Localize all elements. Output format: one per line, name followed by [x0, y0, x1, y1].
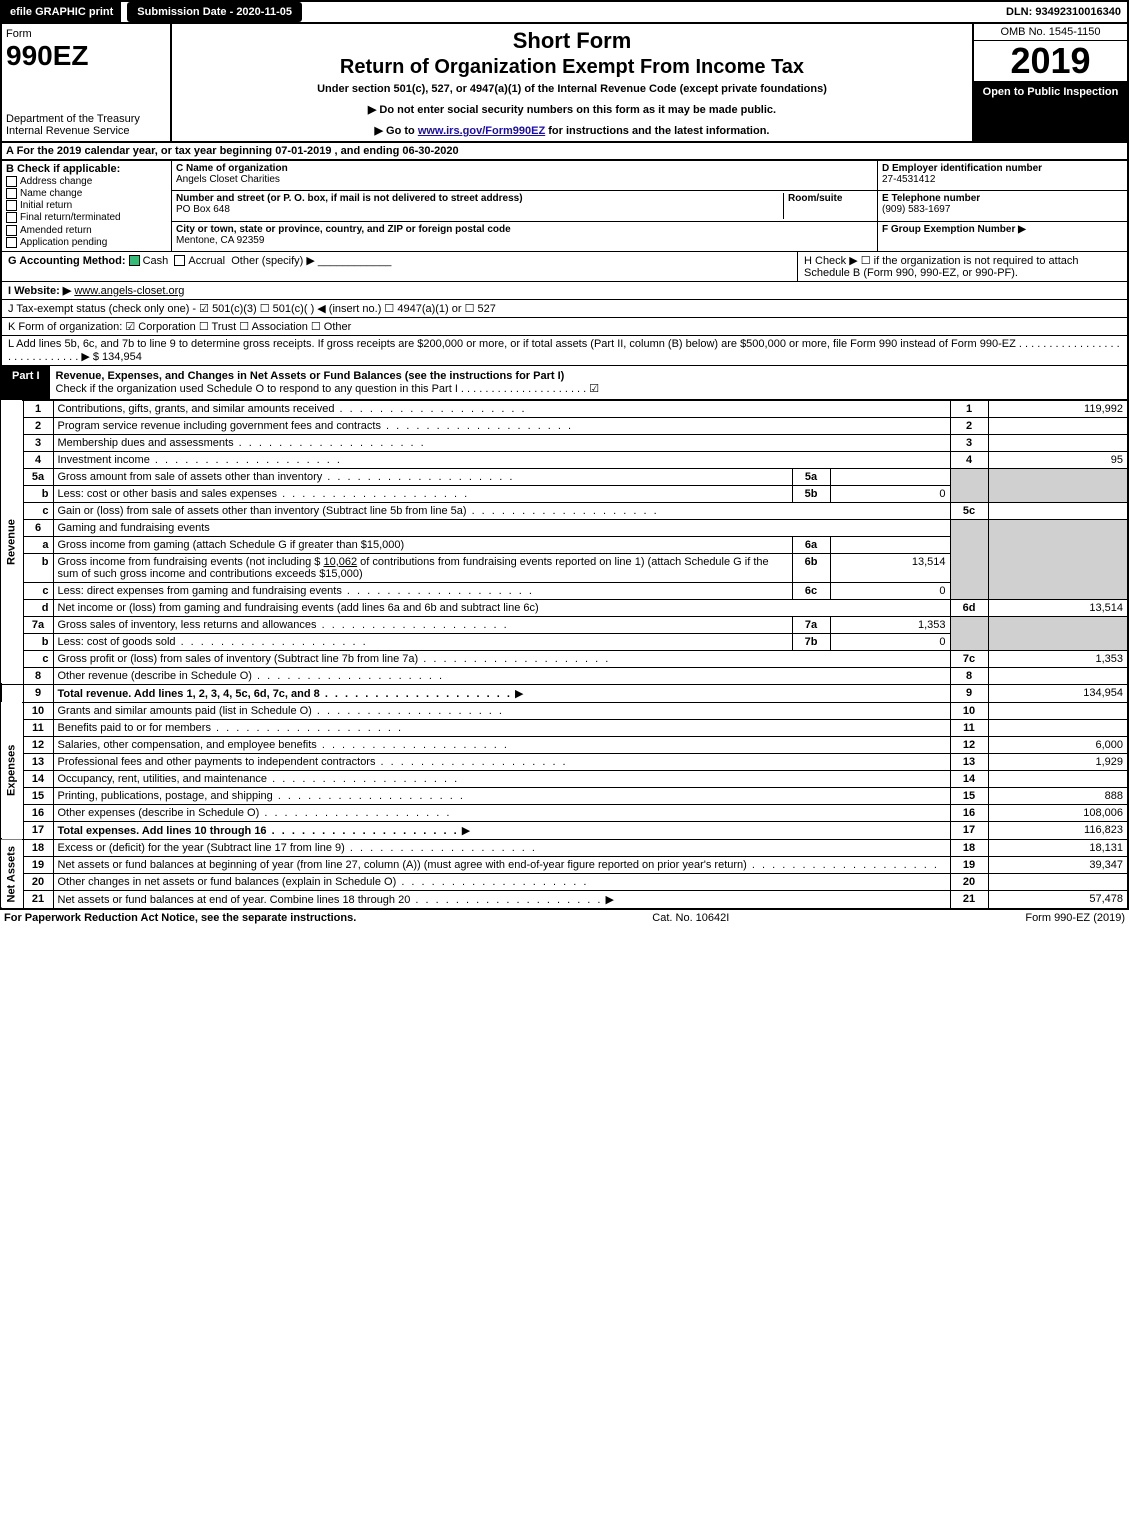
telephone: (909) 583-1697	[882, 204, 950, 215]
val-9: 134,954	[988, 684, 1128, 702]
val-19: 39,347	[988, 856, 1128, 873]
dept-treasury: Department of the Treasury Internal Reve…	[6, 113, 166, 137]
header-right: OMB No. 1545-1150 2019 Open to Public In…	[972, 24, 1127, 141]
org-name: Angels Closet Charities	[176, 174, 280, 185]
chk-cash[interactable]	[129, 255, 140, 266]
chk-initial-return[interactable]: Initial return	[6, 200, 167, 211]
title-return: Return of Organization Exempt From Incom…	[176, 56, 968, 79]
side-expenses: Expenses	[1, 702, 23, 839]
group-exemption: F Group Exemption Number ▶	[878, 222, 1127, 251]
part-i-table: Revenue 1 Contributions, gifts, grants, …	[0, 400, 1129, 910]
city-cell: City or town, state or province, country…	[172, 222, 877, 251]
val-6c: 0	[830, 582, 950, 599]
form-label: Form	[6, 28, 166, 40]
g-accounting: G Accounting Method: Cash Accrual Other …	[2, 252, 797, 281]
efile-label[interactable]: efile GRAPHIC print	[2, 2, 121, 22]
val-7a: 1,353	[830, 616, 950, 633]
row-k-form-org: K Form of organization: ☑ Corporation ☐ …	[0, 318, 1129, 336]
b-title: B Check if applicable:	[6, 163, 167, 175]
val-5b: 0	[830, 485, 950, 502]
chk-name-change[interactable]: Name change	[6, 188, 167, 199]
omb-number: OMB No. 1545-1150	[974, 24, 1127, 41]
part-i-header: Part I Revenue, Expenses, and Changes in…	[0, 366, 1129, 400]
chk-final-return[interactable]: Final return/terminated	[6, 212, 167, 223]
val-7c: 1,353	[988, 650, 1128, 667]
irs-link[interactable]: www.irs.gov/Form990EZ	[418, 125, 545, 137]
block-bcd: B Check if applicable: Address change Na…	[0, 161, 1129, 252]
tax-year: 2019	[974, 41, 1127, 82]
val-21: 57,478	[988, 890, 1128, 909]
val-18: 18,131	[988, 839, 1128, 856]
val-1: 119,992	[988, 400, 1128, 417]
val-7b: 0	[830, 633, 950, 650]
cat-no: Cat. No. 10642I	[356, 912, 1025, 924]
val-16: 108,006	[988, 804, 1128, 821]
val-6b: 13,514	[830, 553, 950, 582]
ein: 27-4531412	[882, 174, 935, 185]
part-i-title: Revenue, Expenses, and Changes in Net As…	[50, 366, 1127, 399]
title-short-form: Short Form	[176, 28, 968, 54]
ein-cell: D Employer identification number 27-4531…	[878, 161, 1127, 191]
side-net-assets: Net Assets	[1, 839, 23, 909]
side-revenue: Revenue	[1, 400, 23, 684]
org-address: PO Box 648	[176, 204, 230, 215]
org-city: Mentone, CA 92359	[176, 235, 264, 246]
val-6d: 13,514	[988, 599, 1128, 616]
row-i-website: I Website: ▶ www.angels-closet.org	[0, 282, 1129, 300]
col-d-ids: D Employer identification number 27-4531…	[877, 161, 1127, 251]
page-footer: For Paperwork Reduction Act Notice, see …	[0, 910, 1129, 926]
org-name-cell: C Name of organization Angels Closet Cha…	[172, 161, 877, 191]
val-17: 116,823	[988, 821, 1128, 839]
gross-receipts: $ 134,954	[93, 351, 142, 363]
addr-cell: Number and street (or P. O. box, if mail…	[172, 191, 877, 221]
chk-application-pending[interactable]: Application pending	[6, 237, 167, 248]
row-a-tax-year: A For the 2019 calendar year, or tax yea…	[0, 143, 1129, 161]
submission-date: Submission Date - 2020-11-05	[127, 2, 302, 22]
form-number: 990EZ	[6, 40, 166, 72]
row-l-gross: L Add lines 5b, 6c, and 7b to line 9 to …	[0, 336, 1129, 366]
val-4: 95	[988, 451, 1128, 468]
chk-address-change[interactable]: Address change	[6, 176, 167, 187]
open-public: Open to Public Inspection	[974, 82, 1127, 141]
chk-amended-return[interactable]: Amended return	[6, 225, 167, 236]
ssn-note: ▶ Do not enter social security numbers o…	[176, 103, 968, 116]
goto-note: ▶ Go to www.irs.gov/Form990EZ for instru…	[176, 124, 968, 137]
part-i-tag: Part I	[2, 366, 50, 399]
tel-cell: E Telephone number (909) 583-1697	[878, 191, 1127, 221]
row-j-tax-exempt: J Tax-exempt status (check only one) - ☑…	[0, 300, 1129, 318]
row-gh: G Accounting Method: Cash Accrual Other …	[0, 252, 1129, 282]
website[interactable]: www.angels-closet.org	[74, 285, 184, 297]
dln: DLN: 93492310016340	[1006, 6, 1127, 18]
form-ref: Form 990-EZ (2019)	[1025, 912, 1125, 924]
val-13: 1,929	[988, 753, 1128, 770]
ln-1: 1	[23, 400, 53, 417]
top-bar: efile GRAPHIC print Submission Date - 20…	[0, 0, 1129, 24]
subtitle: Under section 501(c), 527, or 4947(a)(1)…	[176, 83, 968, 95]
form-header: Form 990EZ Department of the Treasury In…	[0, 24, 1129, 143]
col-b-checkboxes: B Check if applicable: Address change Na…	[2, 161, 172, 251]
header-left: Form 990EZ Department of the Treasury In…	[2, 24, 172, 141]
val-15: 888	[988, 787, 1128, 804]
val-12: 6,000	[988, 736, 1128, 753]
h-schedule-b: H Check ▶ ☐ if the organization is not r…	[797, 252, 1127, 281]
chk-accrual[interactable]	[174, 255, 185, 266]
header-center: Short Form Return of Organization Exempt…	[172, 24, 972, 141]
paperwork-notice: For Paperwork Reduction Act Notice, see …	[4, 912, 356, 924]
col-c-org-info: C Name of organization Angels Closet Cha…	[172, 161, 877, 251]
